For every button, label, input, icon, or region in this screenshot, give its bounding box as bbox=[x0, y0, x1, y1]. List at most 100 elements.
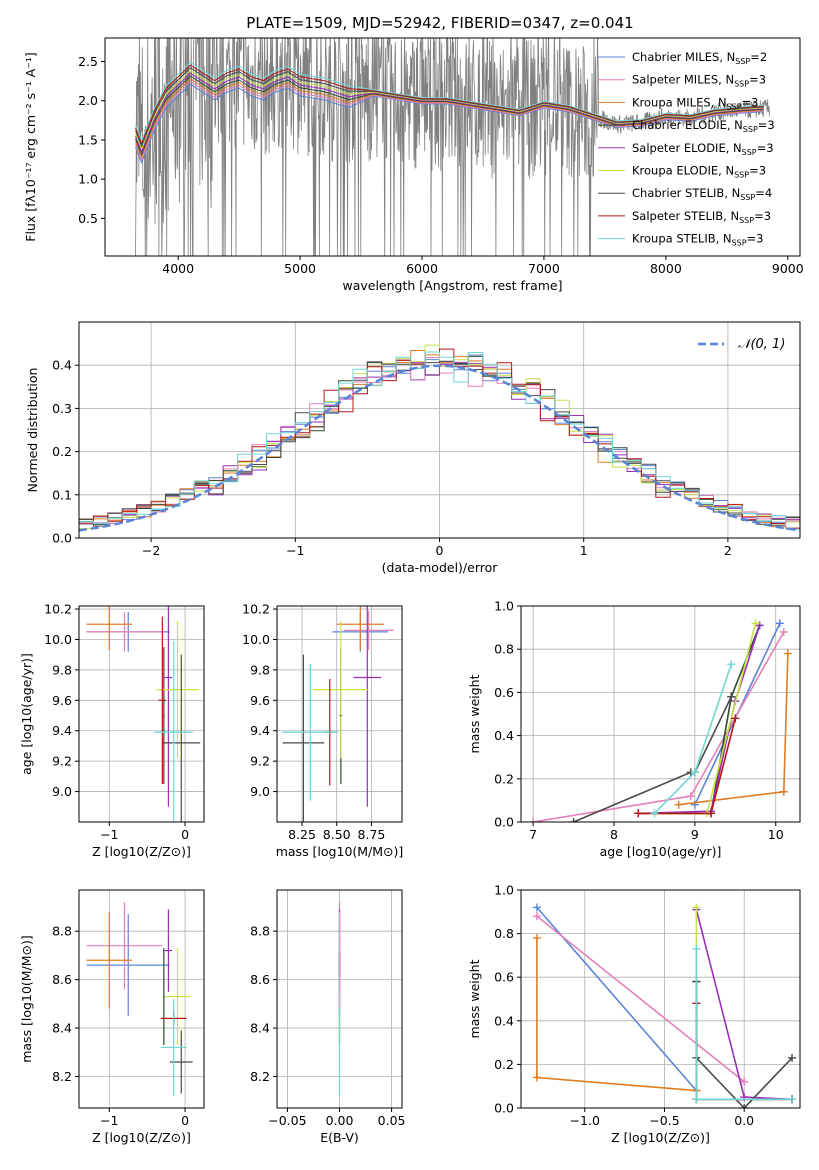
x-tick-label: 7 bbox=[529, 827, 537, 842]
legend-subscript: SSP bbox=[743, 125, 758, 134]
histogram-8 bbox=[79, 348, 800, 529]
y-tick-label: 8.6 bbox=[250, 972, 270, 987]
y-tick-label: 10.0 bbox=[44, 632, 72, 647]
axes-frame bbox=[276, 605, 403, 823]
x-tick-label: 0.05 bbox=[378, 1113, 406, 1128]
y-tick-label: 0.0 bbox=[52, 531, 72, 546]
weight-marker-7 bbox=[569, 818, 578, 822]
y-tick-label: 1.5 bbox=[78, 132, 98, 147]
weight-marker-8 bbox=[707, 809, 716, 818]
legend-subscript: SSP bbox=[734, 171, 749, 180]
plot-area bbox=[79, 344, 800, 532]
y-tick-label: 8.4 bbox=[52, 1021, 72, 1036]
weight-marker-3 bbox=[532, 1073, 541, 1082]
panel-age_vs_Z: −1 0 9.0 9.2 9.4 9.6 9.8 10.0 10.2 Z [log10(Z/Z⊙)… bbox=[19, 602, 205, 859]
legend-count: =3 bbox=[747, 232, 764, 246]
x-axis-label: Z [log10(Z/Z⊙)] bbox=[611, 1130, 710, 1145]
legend-count: =3 bbox=[749, 164, 766, 178]
x-tick-label: 0.00 bbox=[326, 1113, 354, 1128]
axes-frame bbox=[78, 605, 205, 823]
y-axis-label: mass weight bbox=[467, 959, 482, 1038]
legend-count: =3 bbox=[749, 73, 766, 87]
x-tick-label: 8000 bbox=[650, 261, 682, 276]
y-tick-label: 9.0 bbox=[250, 784, 270, 799]
y-tick-label: 2.5 bbox=[78, 54, 98, 69]
y-tick-label: 9.2 bbox=[250, 754, 270, 769]
legend-count: =3 bbox=[742, 95, 759, 109]
weight-line-4 bbox=[638, 625, 761, 815]
y-tick-label: 9.6 bbox=[52, 693, 72, 708]
x-tick-label: 6000 bbox=[406, 261, 438, 276]
legend-count: =3 bbox=[758, 118, 775, 132]
legend-count: =2 bbox=[750, 50, 767, 64]
x-tick-label: 0.0 bbox=[734, 1113, 754, 1128]
weight-marker-8 bbox=[634, 809, 643, 818]
x-tick-label: −2 bbox=[142, 543, 160, 558]
y-axis-label: Normed distribution bbox=[25, 368, 40, 493]
y-tick-label: 0.2 bbox=[52, 444, 72, 459]
model-spectrum-2 bbox=[135, 80, 764, 162]
plot-area bbox=[86, 606, 201, 822]
model-spectrum-1 bbox=[135, 83, 764, 165]
x-tick-label: −1.0 bbox=[570, 1113, 600, 1128]
weight-marker-3 bbox=[674, 800, 683, 809]
legend-label: Chabrier MILES, NSSP=2 bbox=[632, 50, 767, 66]
x-tick-label: 5000 bbox=[284, 261, 316, 276]
weight-marker-7 bbox=[727, 692, 736, 701]
x-tick-label: −0.05 bbox=[268, 1113, 306, 1128]
weight-marker-2 bbox=[529, 818, 538, 822]
y-tick-label: 8.2 bbox=[250, 1069, 270, 1084]
legend-subscript: SSP bbox=[732, 239, 747, 248]
weight-marker-7 bbox=[740, 1104, 749, 1108]
legend-count: =4 bbox=[755, 186, 772, 200]
y-tick-label: 9.0 bbox=[52, 784, 72, 799]
model-spectrum-9 bbox=[135, 61, 764, 143]
y-tick-label: 0.2 bbox=[494, 1057, 514, 1072]
x-tick-label: 9000 bbox=[772, 261, 804, 276]
y-tick-label: 0.1 bbox=[52, 487, 72, 502]
y-tick-label: 0.2 bbox=[494, 771, 514, 786]
legend-label: Kroupa MILES, NSSP=3 bbox=[632, 95, 758, 111]
weight-marker-2 bbox=[686, 792, 695, 801]
panel-weight_vs_Z: −1.0 −0.5 0.0 0.0 0.2 0.4 0.6 0.8 1.0 Z [log10(Z/… bbox=[467, 883, 801, 1145]
legend-subscript: SSP bbox=[734, 80, 749, 89]
y-axis-label: mass [log10(M/M⊙)] bbox=[19, 935, 34, 1063]
legend-subscript: SSP bbox=[740, 193, 755, 202]
panel-age_vs_mass: 8.25 8.50 8.75 9.0 9.2 9.4 9.6 9.8 10.0 10.2 mass … bbox=[242, 602, 403, 859]
x-axis-label: Z [log10(Z/Z⊙)] bbox=[92, 844, 191, 859]
x-axis-label: wavelength [Angstrom, rest frame] bbox=[342, 278, 562, 293]
weight-marker-9 bbox=[692, 944, 701, 953]
weight-marker-6 bbox=[692, 903, 701, 912]
y-tick-label: 0.4 bbox=[494, 1013, 514, 1028]
legend-label: 𝒩(0, 1) bbox=[738, 337, 785, 352]
weight-marker-2 bbox=[779, 627, 788, 636]
x-axis-label: (data-model)/error bbox=[382, 560, 499, 575]
x-tick-label: 0 bbox=[181, 827, 189, 842]
model-spectrum-3 bbox=[135, 78, 764, 159]
weight-marker-3 bbox=[783, 649, 792, 658]
legend-label: Salpeter MILES, NSSP=3 bbox=[632, 73, 766, 89]
y-tick-label: 0.0 bbox=[494, 1101, 514, 1116]
y-tick-label: 0.5 bbox=[78, 211, 98, 226]
weight-marker-9 bbox=[650, 809, 659, 818]
weight-marker-9 bbox=[692, 1095, 701, 1104]
x-tick-label: 10 bbox=[768, 827, 784, 842]
model-spectrum-5 bbox=[135, 72, 764, 154]
y-tick-label: 0.6 bbox=[494, 685, 514, 700]
y-tick-label: 0.0 bbox=[494, 815, 514, 830]
panel-mass_vs_ebv: −0.05 0.00 0.05 8.2 8.4 8.6 8.8 E(B-V) bbox=[250, 889, 406, 1145]
y-tick-label: 0.4 bbox=[494, 728, 514, 743]
plot-area bbox=[135, 38, 770, 256]
model-spectrum-7 bbox=[135, 67, 764, 148]
legend-subscript: SSP bbox=[727, 102, 742, 111]
y-tick-label: 1.0 bbox=[494, 599, 514, 614]
y-tick-label: 9.4 bbox=[250, 723, 270, 738]
x-tick-label: 0 bbox=[436, 543, 444, 558]
legend-label: Salpeter ELODIE, NSSP=3 bbox=[632, 141, 774, 157]
histogram-9 bbox=[79, 351, 800, 530]
y-axis-label: age [log10(age/yr)] bbox=[19, 653, 34, 775]
weight-marker-2 bbox=[532, 912, 541, 921]
x-tick-label: 8.50 bbox=[323, 827, 351, 842]
axes-frame bbox=[520, 889, 801, 1109]
